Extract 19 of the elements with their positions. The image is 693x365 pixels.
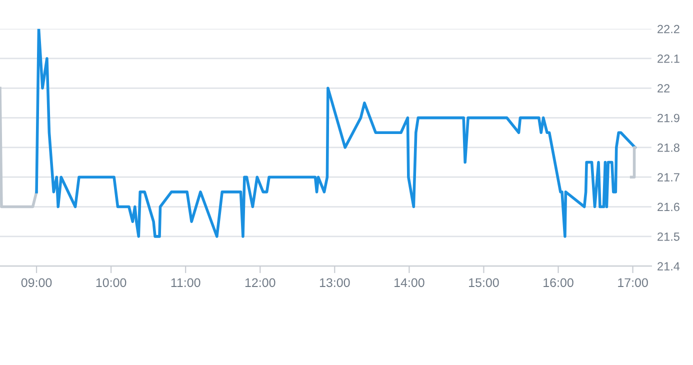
x-tick-label: 09:00: [21, 278, 52, 288]
x-tick-label: 15:00: [469, 278, 499, 288]
line-series: [35, 28, 636, 238]
y-tick-label: 22.2: [658, 24, 680, 34]
y-tick-label: 22: [658, 84, 670, 92]
x-tick-label: 10:00: [96, 278, 126, 288]
y-tick-label: 21.4: [658, 262, 680, 270]
y-tick-label: 21.5: [658, 232, 680, 241]
y-tick-label: 21.9: [658, 114, 680, 122]
x-tick-label: 17:00: [618, 278, 648, 288]
x-tick-label: 16:00: [544, 278, 574, 288]
x-tick-label: 11:00: [171, 278, 200, 288]
x-tick-label: 12:00: [245, 278, 276, 288]
x-tick-label: 13:00: [320, 278, 350, 288]
y-tick-label: 21.7: [658, 173, 680, 182]
y-tick-label: 22.1: [658, 54, 680, 63]
y-tick-label: 21.8: [658, 143, 680, 152]
y-tick-label: 21.6: [658, 202, 680, 212]
x-tick-label: 14:00: [394, 278, 424, 288]
